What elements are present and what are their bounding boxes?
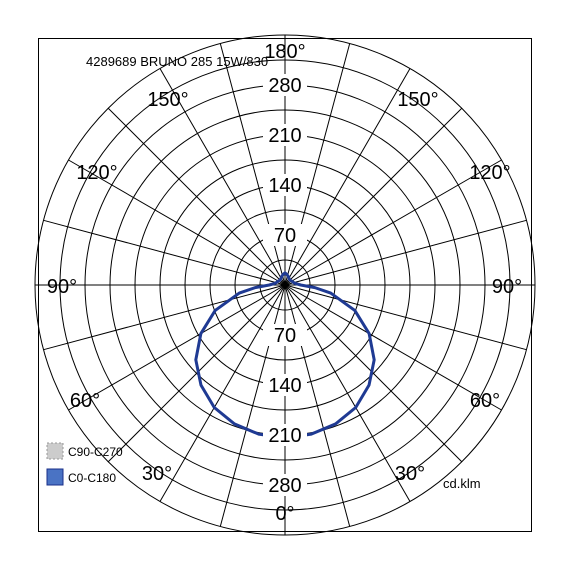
tick-label-bg xyxy=(263,374,307,396)
grid-spoke xyxy=(284,284,463,463)
radial-tick-label: 210 xyxy=(268,125,301,147)
grid-spoke xyxy=(284,107,463,286)
radial-tick-label: 210 xyxy=(268,425,301,447)
angle-label: 180° xyxy=(264,41,305,63)
angle-label: 60° xyxy=(70,390,100,412)
radial-tick-label: 70 xyxy=(274,325,296,347)
angle-label: 60° xyxy=(470,390,500,412)
grid-spoke xyxy=(284,284,527,351)
radial-tick-label: 280 xyxy=(268,475,301,497)
grid-spoke xyxy=(284,68,411,286)
radial-tick-label: 140 xyxy=(268,375,301,397)
tick-label-bg xyxy=(263,474,307,496)
angle-label: 150° xyxy=(397,89,438,111)
tick-label-bg xyxy=(263,424,307,446)
unit-label: cd.klm xyxy=(443,476,481,491)
angle-label: 120° xyxy=(469,162,510,184)
tick-label-bg xyxy=(263,174,307,196)
radial-tick-label: 140 xyxy=(268,175,301,197)
grid-spoke xyxy=(107,284,286,463)
chart-title: 4289689 BRUNO 285 15W/830 xyxy=(86,54,268,69)
legend-label-c0-c180: C0-C180 xyxy=(68,471,116,485)
grid-spoke xyxy=(284,284,411,502)
polar-grid xyxy=(34,34,536,536)
grid-spoke xyxy=(68,284,286,411)
grid-spoke xyxy=(284,284,502,411)
curves xyxy=(194,271,376,440)
legend-label-c90-c270: C90-C270 xyxy=(68,445,123,459)
angle-label: 30° xyxy=(395,463,425,485)
grid-spoke xyxy=(68,159,286,286)
angle-label: 150° xyxy=(147,89,188,111)
grid-spoke xyxy=(107,107,286,286)
tick-label-bg xyxy=(263,224,307,246)
grid-spoke xyxy=(284,159,502,286)
tick-label-bg xyxy=(263,324,307,346)
angle-label: 90° xyxy=(492,276,522,298)
angle-label: 120° xyxy=(76,162,117,184)
tick-label-bg xyxy=(263,124,307,146)
angle-label: 30° xyxy=(142,463,172,485)
angle-label: 0° xyxy=(275,503,294,525)
radial-tick-label: 280 xyxy=(268,75,301,97)
labels: 4289689 BRUNO 285 15W/830 cd.klm 180° 150… xyxy=(47,41,522,525)
angle-label: 90° xyxy=(47,276,77,298)
grid-spoke xyxy=(284,219,527,286)
tick-label-bg xyxy=(263,74,307,96)
radial-tick-label: 70 xyxy=(274,225,296,247)
grid-spoke xyxy=(43,284,286,351)
grid-spoke xyxy=(159,284,286,502)
legend-swatch-c0-c180 xyxy=(46,468,64,486)
grid-spoke xyxy=(43,219,286,286)
grid-spoke xyxy=(159,68,286,286)
legend: C90-C270 C0-C180 xyxy=(46,442,123,486)
legend-swatch-c90-c270 xyxy=(46,442,64,460)
series-curve-c0-c180 xyxy=(194,271,376,440)
